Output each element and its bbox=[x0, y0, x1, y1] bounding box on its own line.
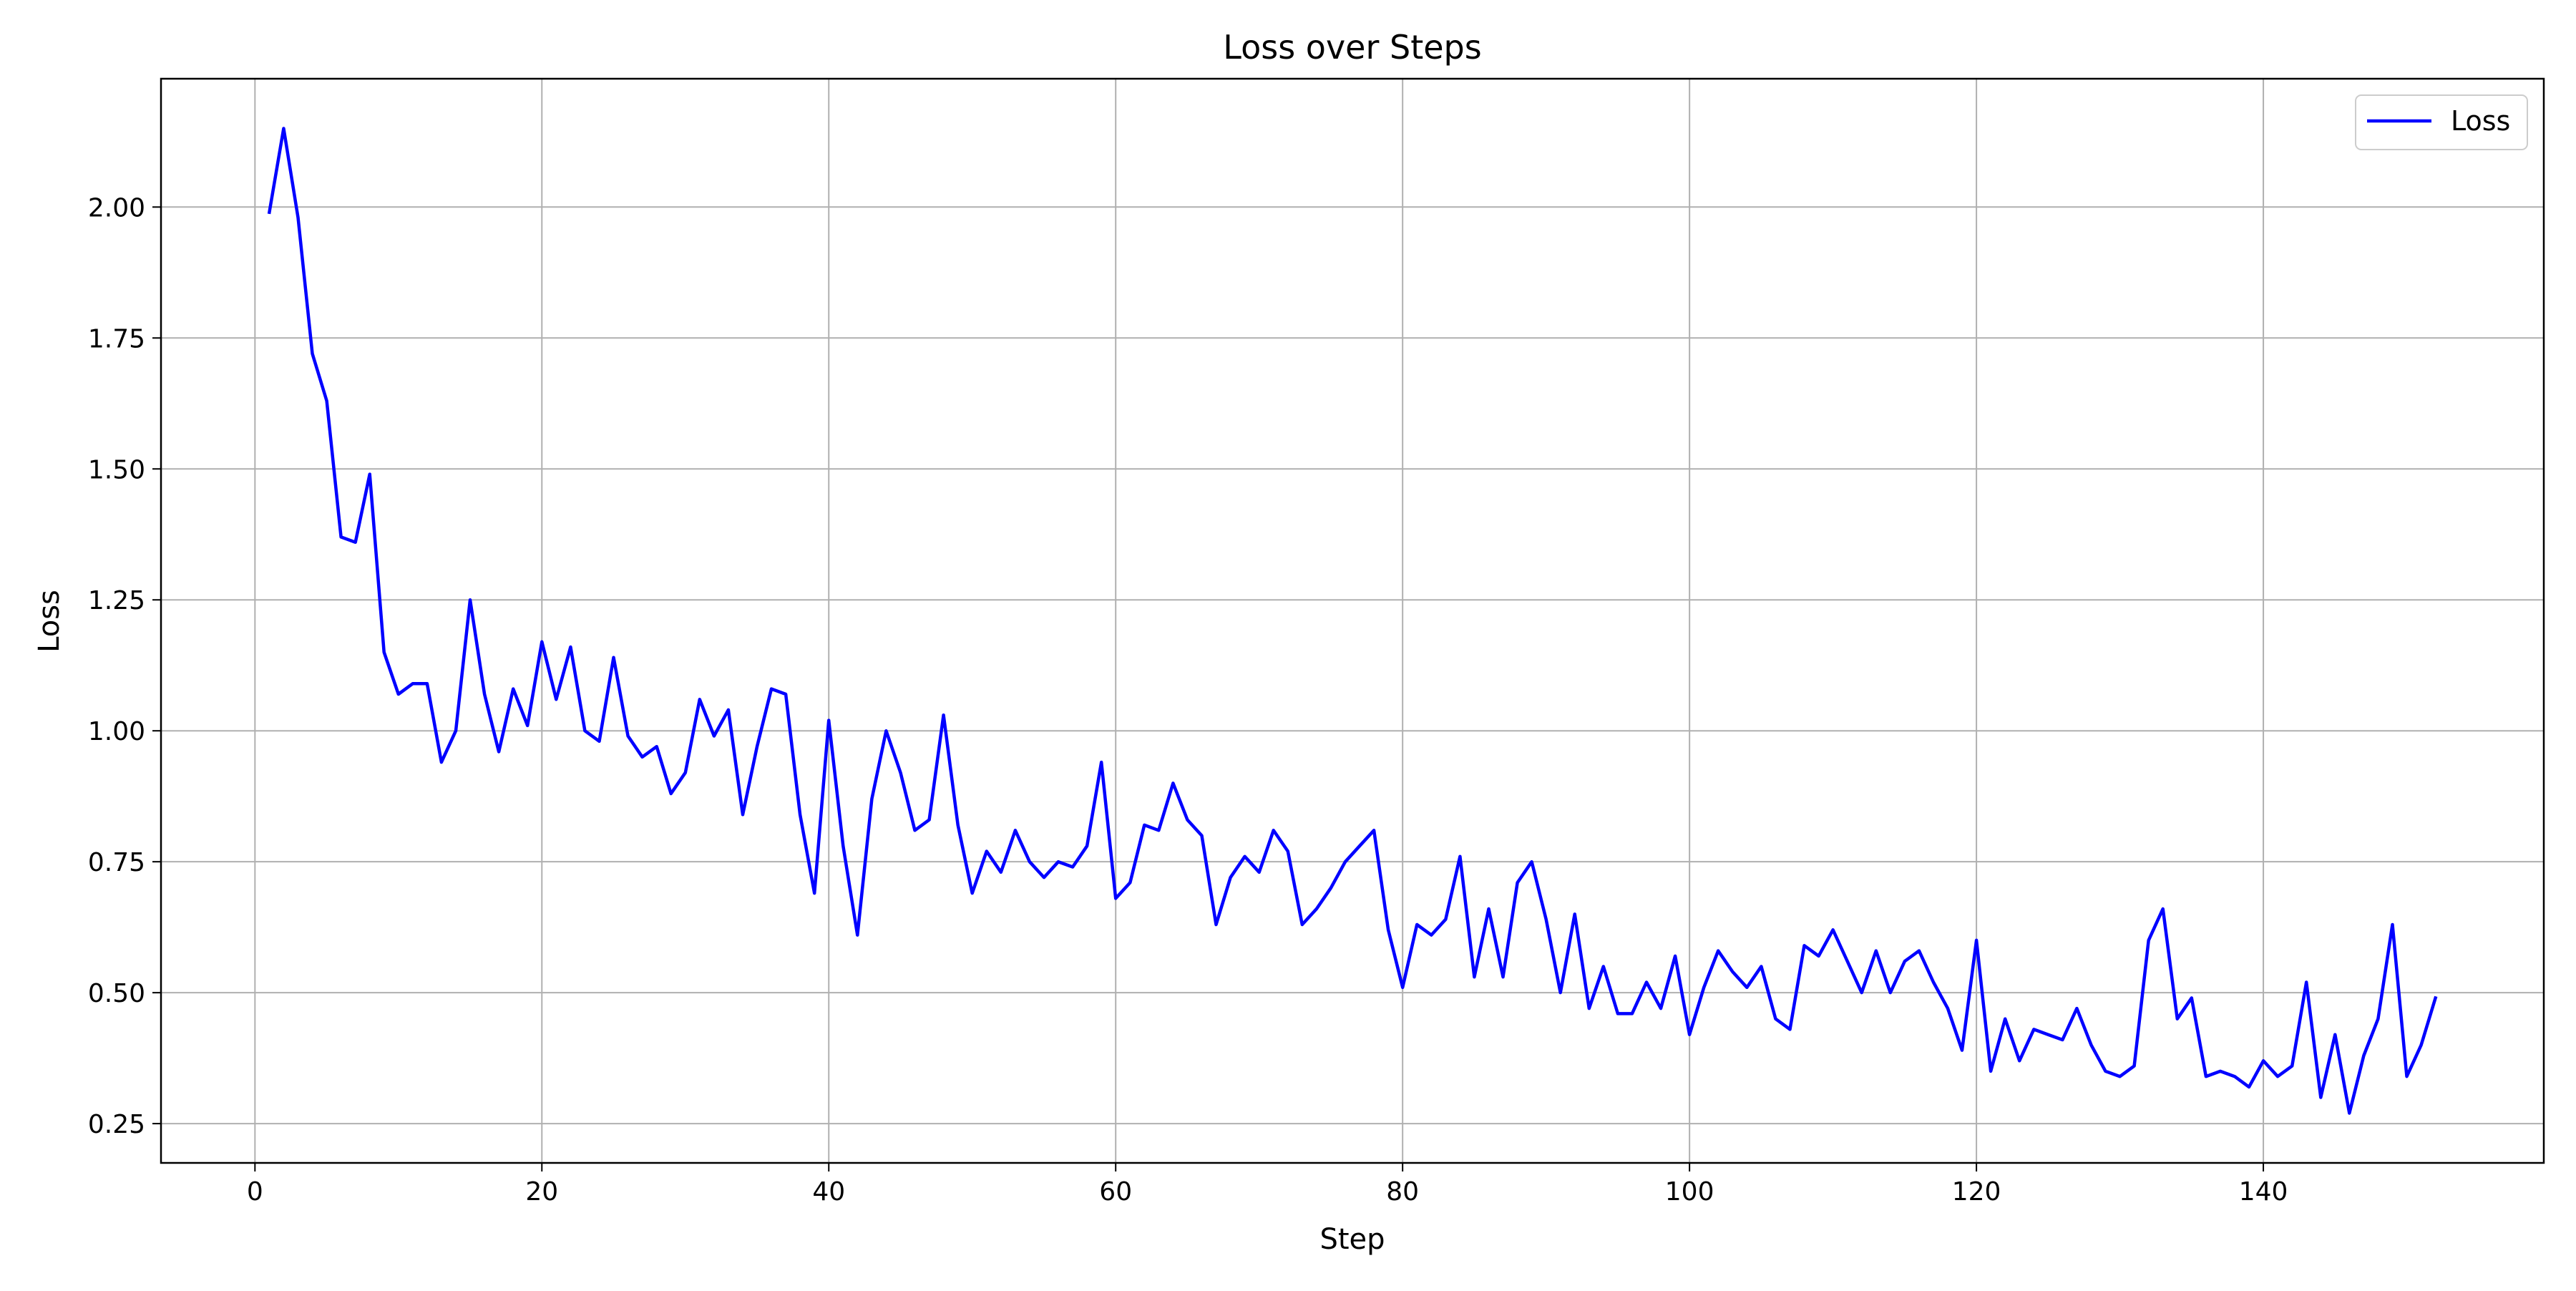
y-tick-label: 0.75 bbox=[88, 848, 145, 877]
y-axis-label: Loss bbox=[33, 590, 66, 653]
legend: Loss bbox=[2355, 94, 2528, 150]
x-tick-label: 120 bbox=[1952, 1177, 2001, 1207]
x-tick-label: 0 bbox=[247, 1177, 263, 1207]
x-tick-label: 20 bbox=[525, 1177, 558, 1207]
chart-title: Loss over Steps bbox=[1223, 28, 1481, 67]
x-tick-label: 80 bbox=[1386, 1177, 1419, 1207]
series-layer bbox=[267, 127, 2438, 1115]
y-tick-label: 1.25 bbox=[88, 586, 145, 615]
series-line-loss bbox=[267, 127, 2438, 1115]
x-tick-label: 140 bbox=[2239, 1177, 2288, 1207]
y-tick-label: 1.75 bbox=[88, 324, 145, 354]
y-tick-label: 0.25 bbox=[88, 1110, 145, 1139]
x-tick-label: 100 bbox=[1665, 1177, 1714, 1207]
x-tick-label: 60 bbox=[1099, 1177, 1132, 1207]
y-tick-label: 2.00 bbox=[88, 193, 145, 223]
y-tick-label: 0.50 bbox=[88, 979, 145, 1008]
axis-ticks: 0 20 40 60 80 100 120 140 0.25 0.50 0.75 1.00 1.25 1.… bbox=[88, 193, 2288, 1207]
y-tick-label: 1.00 bbox=[88, 717, 145, 746]
grid-lines bbox=[161, 79, 2544, 1163]
plot-frame bbox=[160, 77, 2545, 1164]
legend-label-loss: Loss bbox=[2451, 105, 2510, 137]
x-tick-label: 40 bbox=[812, 1177, 845, 1207]
legend-box bbox=[2355, 94, 2528, 150]
y-tick-label: 1.50 bbox=[88, 455, 145, 484]
x-axis-label: Step bbox=[1319, 1223, 1385, 1256]
